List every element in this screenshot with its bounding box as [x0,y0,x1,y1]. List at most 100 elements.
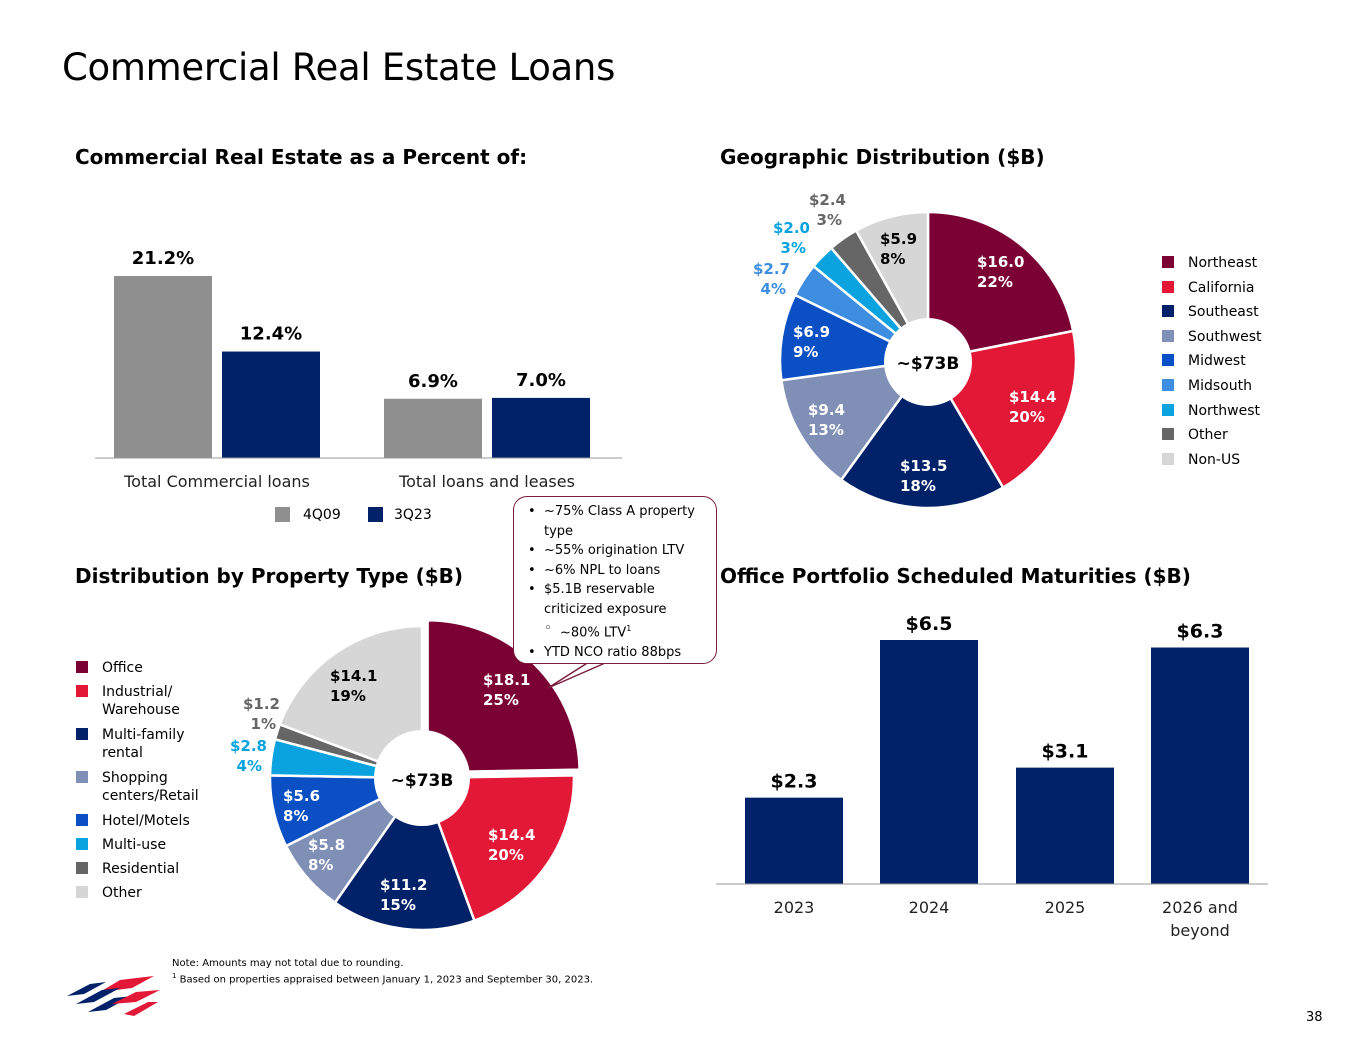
geo-legend-label-northeast: Northeast [1188,255,1258,271]
geo-pct-label-non-us: 8% [880,250,905,268]
legend-swatch-4q09 [275,507,290,522]
geographic-donut-hole [884,318,972,406]
property-legend-swatch-shopping-centers-retail [76,771,88,783]
geo-legend-label-northwest: Northwest [1188,402,1261,419]
property-pct-label-office: 25% [483,691,519,709]
property-value-label-residential: $1.2 [243,695,280,713]
office-category-label-2025: 2025 [1045,898,1086,917]
page-number: 38 [1306,1010,1323,1025]
property-value-label-office: $18.1 [483,671,530,689]
geo-legend-label-midwest: Midwest [1188,353,1246,370]
office-bar-2024 [880,640,978,884]
property-value-label-multi-family-rental: $11.2 [380,876,427,894]
office-category-label-2023: 2023 [774,898,815,917]
section-title-office: Office Portfolio Scheduled Maturities ($… [720,564,1191,588]
geo-legend-label-other: Other [1188,427,1228,444]
bar-4q09-total-commercial-loans [114,276,212,458]
bar-3q23-total-commercial-loans [222,351,320,458]
geographic-legend: Northeast California Southeast Southwest Mid… [1162,255,1342,476]
property-legend-label-office: Office [102,660,143,676]
office-category-label-2024: 2024 [909,898,950,917]
geo-value-label-northeast: $16.0 [977,253,1024,271]
office-bar-label-2025: $3.1 [1042,741,1089,763]
geo-value-label-california: $14.4 [1009,388,1056,406]
bar-label-4q09-total-commercial-loans: 21.2% [132,248,194,269]
category-label-total-loans-and-leases: Total loans and leases [398,472,575,491]
property-slice-multi-family-rental [333,775,477,932]
property-value-label-hotel-motels: $5.6 [283,787,320,805]
property-donut-hole [374,730,470,826]
property-pct-label-shopping-centers-retail: 8% [308,856,333,874]
footnote-marker: 1 [172,972,177,980]
legend-swatch-3q23 [368,507,383,522]
geographic-center-label: ~$73B [897,354,960,374]
bar-3q23-total-loans-and-leases [492,397,590,458]
section-title-geographic: Geographic Distribution ($B) [720,145,1045,169]
geo-legend-label-non-us: Non-US [1188,451,1241,468]
callout-item: YTD NCO ratio 88bps [522,643,708,663]
office-bar-label-2023: $2.3 [771,771,818,793]
callout-item: ~55% origination LTV [522,541,708,561]
geo-pct-label-midwest: 9% [793,343,818,361]
callout-item: ~6% NPL to loans [522,561,708,581]
geo-pct-label-northwest: 3% [781,239,806,257]
property-legend-swatch-multi-use [76,838,88,850]
geo-legend-swatch-southeast [1162,305,1174,318]
callout-footnote-marker: 1 [626,624,632,633]
callout-item-text: $5.1B reservable criticized exposure [544,582,667,617]
geo-legend-label-southwest: Southwest [1188,328,1262,345]
callout-item: ~80% LTV1 [522,619,708,643]
callout-item-text: ~6% NPL to loans [544,562,661,578]
category-label-total-commercial-loans: Total Commercial loans [123,472,310,491]
geo-value-label-southeast: $13.5 [900,457,947,475]
office-bar-2023 [745,797,843,884]
section-title-percent: Commercial Real Estate as a Percent of: [75,145,528,169]
geo-legend-swatch-non-us [1162,452,1174,465]
property-legend-swatch-other [76,886,88,898]
geo-pct-label-southwest: 13% [808,421,844,439]
property-pct-label-residential: 1% [251,715,276,733]
office-bar-label-2026-and-beyond: $6.3 [1177,621,1224,643]
callout-item-text: ~80% LTV [560,625,627,641]
property-legend-label-multi-family-rental: Multi-family rental [102,727,185,761]
property-slice-other [278,624,424,780]
property-legend: Office Industrial/ Warehouse Multi-family … [76,660,226,911]
geo-pct-label-midsouth: 4% [761,280,786,298]
property-legend-label-hotel-motels: Hotel/Motels [102,813,190,829]
property-legend-swatch-office [76,661,88,673]
property-pct-label-industrial-warehouse: 20% [488,846,524,864]
property-slice-industrial-warehouse [420,774,576,923]
section-title-property: Distribution by Property Type ($B) [75,564,464,588]
page-title: Commercial Real Estate Loans [62,46,616,89]
callout-item-text: ~75% Class A property type [544,504,695,539]
property-value-label-industrial-warehouse: $14.4 [488,826,535,844]
cre-percent-legend: 4Q09 3Q23 [275,506,475,526]
property-pct-label-multi-family-rental: 15% [380,896,416,914]
property-center-label: ~$73B [391,771,454,791]
legend-label-4q09: 4Q09 [303,507,341,523]
geo-legend-swatch-california [1162,280,1174,293]
footnote-appraisal-text: Based on properties appraised between Ja… [176,974,594,986]
geo-legend-label-southeast: Southeast [1188,304,1259,321]
bank-flag-logo [67,976,160,1016]
bar-4q09-total-loans-and-leases [384,398,482,458]
property-legend-label-industrial-warehouse: Industrial/ Warehouse [102,684,180,718]
property-legend-swatch-hotel-motels [76,814,88,826]
property-legend-label-shopping-centers-retail: Shopping centers/Retail [102,770,199,804]
footnote-rounding: Note: Amounts may not total due to round… [172,958,404,969]
callout-item-text: YTD NCO ratio 88bps [544,644,682,660]
geo-slice-southeast [839,357,1005,510]
geo-legend-swatch-northeast [1162,256,1174,268]
geo-pct-label-california: 20% [1009,408,1045,426]
property-pct-label-multi-use: 4% [237,757,262,775]
callout-item: ~75% Class A property type [522,502,708,541]
property-value-label-multi-use: $2.8 [230,737,267,755]
geo-legend-swatch-other [1162,428,1174,441]
logo-stripes [67,976,160,1016]
bar-label-4q09-total-loans-and-leases: 6.9% [408,371,458,392]
geo-legend-swatch-northwest [1162,403,1174,416]
callout-item-text: ~55% origination LTV [544,543,685,558]
